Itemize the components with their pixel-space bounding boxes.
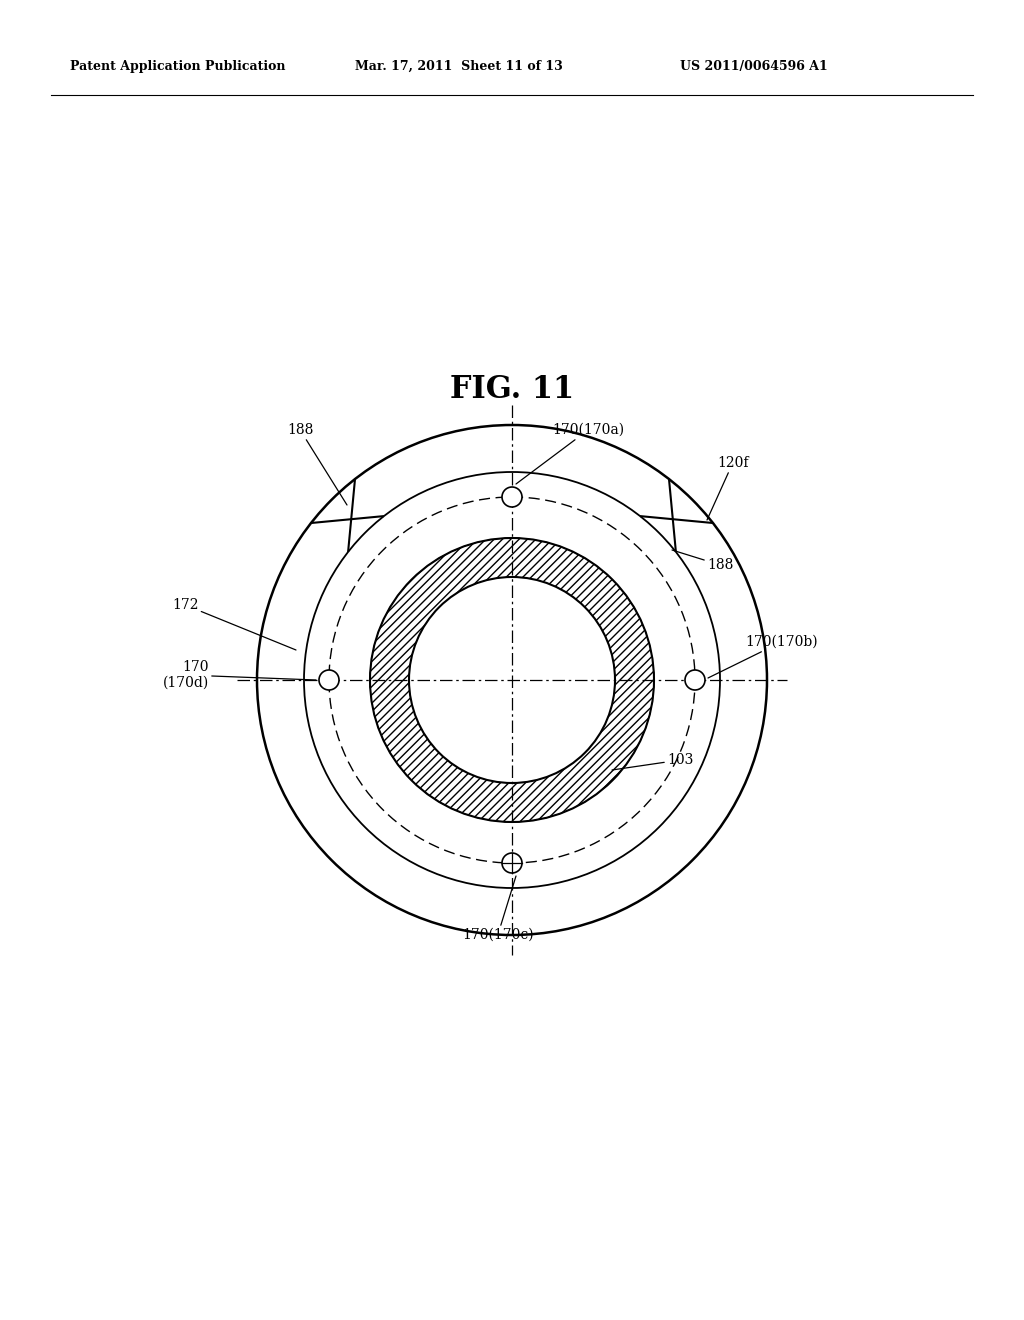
- Text: 172: 172: [172, 598, 296, 649]
- Circle shape: [502, 487, 522, 507]
- Text: 170(170c): 170(170c): [462, 876, 534, 942]
- Text: 103: 103: [612, 752, 693, 770]
- Text: 170
(170d): 170 (170d): [163, 660, 316, 690]
- Text: US 2011/0064596 A1: US 2011/0064596 A1: [680, 59, 827, 73]
- Circle shape: [409, 577, 615, 783]
- Text: FIG. 11: FIG. 11: [450, 375, 574, 405]
- Text: 188: 188: [287, 422, 347, 506]
- Circle shape: [685, 671, 705, 690]
- Circle shape: [502, 853, 522, 873]
- Text: 188: 188: [672, 550, 733, 572]
- Circle shape: [319, 671, 339, 690]
- Text: Patent Application Publication: Patent Application Publication: [70, 59, 286, 73]
- Circle shape: [370, 539, 654, 822]
- Text: 170(170b): 170(170b): [708, 635, 817, 678]
- Text: Mar. 17, 2011  Sheet 11 of 13: Mar. 17, 2011 Sheet 11 of 13: [355, 59, 563, 73]
- Text: 120f: 120f: [707, 455, 749, 520]
- Text: 170(170a): 170(170a): [516, 422, 624, 484]
